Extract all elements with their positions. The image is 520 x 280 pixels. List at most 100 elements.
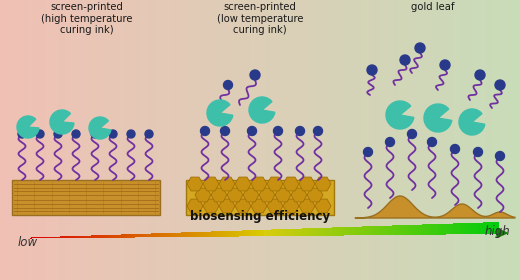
Bar: [264, 0, 265, 280]
Bar: [312, 0, 313, 280]
Bar: [29, 0, 30, 280]
Bar: [179, 0, 180, 280]
Bar: [440, 0, 441, 280]
Circle shape: [363, 148, 372, 157]
Bar: [200, 0, 201, 280]
Circle shape: [274, 127, 282, 136]
Bar: [83, 0, 84, 280]
Bar: [318, 0, 319, 280]
Bar: [313, 0, 314, 280]
Bar: [290, 0, 291, 280]
Bar: [131, 0, 132, 280]
Bar: [191, 0, 192, 280]
Bar: [232, 0, 233, 280]
Bar: [493, 0, 494, 280]
Bar: [348, 0, 349, 280]
Bar: [176, 0, 177, 280]
Bar: [449, 0, 450, 280]
Bar: [288, 0, 289, 280]
Bar: [206, 0, 207, 280]
Circle shape: [427, 137, 436, 146]
Bar: [395, 0, 396, 280]
Bar: [444, 0, 445, 280]
Bar: [352, 0, 353, 280]
Wedge shape: [207, 100, 233, 126]
Bar: [84, 0, 85, 280]
Bar: [243, 0, 244, 280]
Bar: [13, 0, 14, 280]
Bar: [203, 0, 204, 280]
Bar: [295, 0, 296, 280]
Circle shape: [475, 70, 485, 80]
Bar: [95, 0, 96, 280]
Bar: [159, 0, 160, 280]
Bar: [166, 0, 167, 280]
Bar: [375, 0, 376, 280]
Bar: [257, 0, 258, 280]
Circle shape: [224, 81, 232, 90]
Text: biosensing efficiency: biosensing efficiency: [190, 210, 330, 223]
Bar: [345, 0, 346, 280]
Bar: [462, 0, 463, 280]
Bar: [376, 0, 377, 280]
Bar: [152, 0, 153, 280]
Bar: [111, 0, 112, 280]
Bar: [402, 0, 403, 280]
Bar: [433, 0, 434, 280]
Bar: [244, 0, 245, 280]
Bar: [334, 0, 335, 280]
Bar: [207, 0, 208, 280]
Bar: [116, 0, 117, 280]
Bar: [398, 0, 399, 280]
Bar: [173, 0, 174, 280]
Bar: [102, 0, 103, 280]
Bar: [219, 0, 220, 280]
Bar: [458, 0, 459, 280]
Bar: [518, 0, 519, 280]
Bar: [103, 0, 104, 280]
Bar: [54, 0, 55, 280]
Bar: [417, 0, 418, 280]
Bar: [153, 0, 154, 280]
Bar: [158, 0, 159, 280]
Bar: [474, 0, 475, 280]
Bar: [428, 0, 429, 280]
Bar: [393, 0, 394, 280]
Bar: [62, 0, 63, 280]
Bar: [3, 0, 4, 280]
Bar: [5, 0, 6, 280]
Bar: [412, 0, 413, 280]
Bar: [336, 0, 337, 280]
Bar: [134, 0, 135, 280]
Bar: [437, 0, 438, 280]
Bar: [510, 0, 511, 280]
Bar: [275, 0, 276, 280]
Bar: [31, 0, 32, 280]
Bar: [40, 0, 41, 280]
Bar: [108, 0, 109, 280]
Bar: [89, 0, 90, 280]
Bar: [477, 0, 478, 280]
Bar: [425, 0, 426, 280]
Bar: [242, 0, 243, 280]
Bar: [394, 0, 395, 280]
Bar: [79, 0, 80, 280]
Bar: [448, 0, 449, 280]
Bar: [16, 0, 17, 280]
Bar: [230, 0, 231, 280]
Bar: [310, 0, 311, 280]
Bar: [478, 0, 479, 280]
Bar: [48, 0, 49, 280]
Bar: [260, 0, 261, 280]
Bar: [240, 0, 241, 280]
Bar: [183, 0, 184, 280]
Bar: [209, 0, 210, 280]
Bar: [182, 0, 183, 280]
Bar: [36, 0, 37, 280]
Bar: [235, 0, 236, 280]
Bar: [27, 0, 28, 280]
Bar: [9, 0, 10, 280]
Circle shape: [385, 137, 395, 146]
Bar: [171, 0, 172, 280]
Bar: [104, 0, 105, 280]
